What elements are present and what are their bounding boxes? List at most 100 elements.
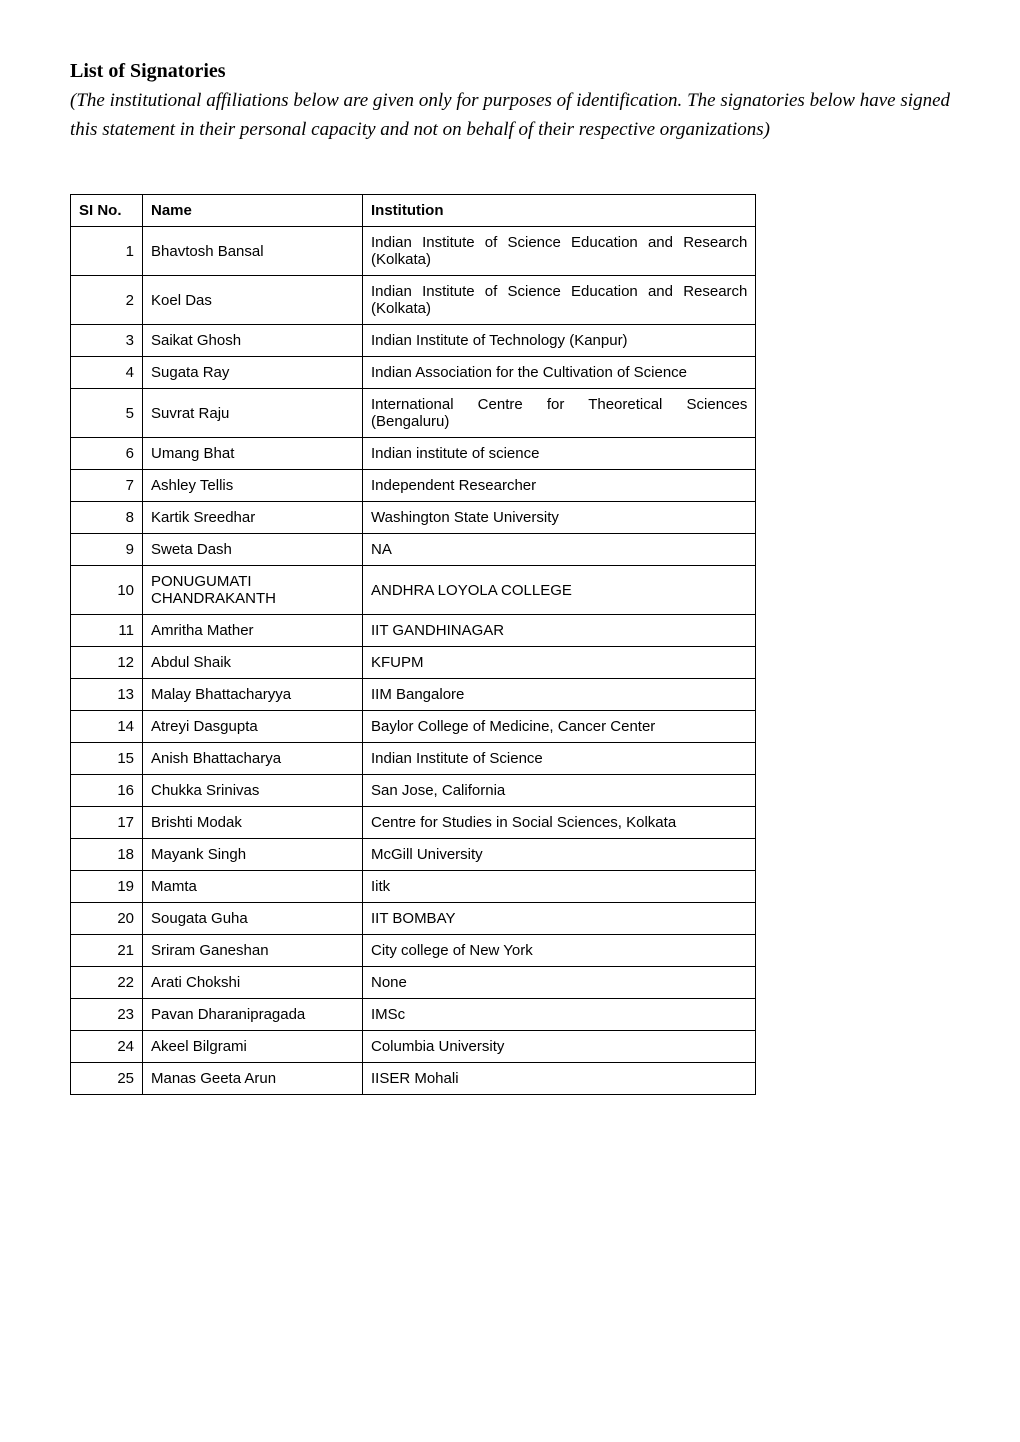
cell-name: Sriram Ganeshan: [143, 935, 363, 967]
cell-institution: KFUPM: [363, 647, 756, 679]
col-institution: Institution: [363, 195, 756, 227]
cell-institution: Indian Institute of Science Education an…: [363, 227, 756, 276]
cell-name: Umang Bhat: [143, 438, 363, 470]
cell-institution: None: [363, 967, 756, 999]
cell-name: Koel Das: [143, 276, 363, 325]
cell-institution: IMSc: [363, 999, 756, 1031]
cell-si-no: 19: [71, 871, 143, 903]
table-row: 21Sriram GaneshanCity college of New Yor…: [71, 935, 756, 967]
cell-institution: Washington State University: [363, 502, 756, 534]
col-name: Name: [143, 195, 363, 227]
cell-name: Anish Bhattacharya: [143, 743, 363, 775]
cell-si-no: 5: [71, 389, 143, 438]
table-row: 25Manas Geeta ArunIISER Mohali: [71, 1063, 756, 1095]
cell-si-no: 21: [71, 935, 143, 967]
cell-name: Arati Chokshi: [143, 967, 363, 999]
cell-name: Sugata Ray: [143, 357, 363, 389]
cell-name: Suvrat Raju: [143, 389, 363, 438]
cell-name: PONUGUMATI CHANDRAKANTH: [143, 566, 363, 615]
intro-paragraph: (The institutional affiliations below ar…: [70, 87, 950, 144]
cell-institution: Indian Association for the Cultivation o…: [363, 357, 756, 389]
cell-name: Sougata Guha: [143, 903, 363, 935]
cell-name: Amritha Mather: [143, 615, 363, 647]
cell-name: Mamta: [143, 871, 363, 903]
cell-institution: Baylor College of Medicine, Cancer Cente…: [363, 711, 756, 743]
cell-name: Akeel Bilgrami: [143, 1031, 363, 1063]
cell-name: Sweta Dash: [143, 534, 363, 566]
cell-institution: IIT BOMBAY: [363, 903, 756, 935]
table-row: 17Brishti ModakCentre for Studies in Soc…: [71, 807, 756, 839]
cell-name: Pavan Dharanipragada: [143, 999, 363, 1031]
cell-institution: Centre for Studies in Social Sciences, K…: [363, 807, 756, 839]
cell-name: Mayank Singh: [143, 839, 363, 871]
table-row: 2Koel DasIndian Institute of Science Edu…: [71, 276, 756, 325]
cell-si-no: 23: [71, 999, 143, 1031]
cell-institution: IISER Mohali: [363, 1063, 756, 1095]
table-row: 6Umang BhatIndian institute of science: [71, 438, 756, 470]
table-row: 19MamtaIitk: [71, 871, 756, 903]
cell-si-no: 13: [71, 679, 143, 711]
table-row: 20Sougata GuhaIIT BOMBAY: [71, 903, 756, 935]
cell-name: Brishti Modak: [143, 807, 363, 839]
cell-si-no: 7: [71, 470, 143, 502]
cell-institution: IIT GANDHINAGAR: [363, 615, 756, 647]
table-header-row: SI No. Name Institution: [71, 195, 756, 227]
cell-si-no: 16: [71, 775, 143, 807]
cell-institution: McGill University: [363, 839, 756, 871]
cell-name: Ashley Tellis: [143, 470, 363, 502]
cell-institution: International Centre for Theoretical Sci…: [363, 389, 756, 438]
table-row: 18Mayank SinghMcGill University: [71, 839, 756, 871]
cell-si-no: 18: [71, 839, 143, 871]
table-row: 22Arati ChokshiNone: [71, 967, 756, 999]
cell-institution: Iitk: [363, 871, 756, 903]
cell-si-no: 1: [71, 227, 143, 276]
cell-institution: Columbia University: [363, 1031, 756, 1063]
table-row: 10PONUGUMATI CHANDRAKANTHANDHRA LOYOLA C…: [71, 566, 756, 615]
cell-si-no: 6: [71, 438, 143, 470]
cell-institution: Indian Institute of Science: [363, 743, 756, 775]
cell-institution: IIM Bangalore: [363, 679, 756, 711]
col-si-no: SI No.: [71, 195, 143, 227]
cell-name: Abdul Shaik: [143, 647, 363, 679]
cell-institution: ANDHRA LOYOLA COLLEGE: [363, 566, 756, 615]
cell-si-no: 22: [71, 967, 143, 999]
cell-si-no: 4: [71, 357, 143, 389]
cell-name: Kartik Sreedhar: [143, 502, 363, 534]
table-row: 8Kartik SreedharWashington State Univers…: [71, 502, 756, 534]
table-row: 3Saikat GhoshIndian Institute of Technol…: [71, 325, 756, 357]
cell-institution: NA: [363, 534, 756, 566]
page-heading: List of Signatories: [70, 60, 950, 83]
cell-institution: San Jose, California: [363, 775, 756, 807]
table-row: 12Abdul ShaikKFUPM: [71, 647, 756, 679]
cell-si-no: 2: [71, 276, 143, 325]
cell-si-no: 24: [71, 1031, 143, 1063]
cell-si-no: 15: [71, 743, 143, 775]
cell-name: Bhavtosh Bansal: [143, 227, 363, 276]
cell-institution: Indian Institute of Science Education an…: [363, 276, 756, 325]
cell-si-no: 14: [71, 711, 143, 743]
cell-si-no: 9: [71, 534, 143, 566]
cell-si-no: 20: [71, 903, 143, 935]
cell-name: Chukka Srinivas: [143, 775, 363, 807]
table-row: 4Sugata RayIndian Association for the Cu…: [71, 357, 756, 389]
table-row: 24Akeel BilgramiColumbia University: [71, 1031, 756, 1063]
table-row: 23Pavan DharanipragadaIMSc: [71, 999, 756, 1031]
cell-si-no: 3: [71, 325, 143, 357]
table-row: 1Bhavtosh BansalIndian Institute of Scie…: [71, 227, 756, 276]
cell-institution: City college of New York: [363, 935, 756, 967]
cell-name: Saikat Ghosh: [143, 325, 363, 357]
signatories-table: SI No. Name Institution 1Bhavtosh Bansal…: [70, 194, 756, 1095]
cell-name: Manas Geeta Arun: [143, 1063, 363, 1095]
table-row: 15Anish BhattacharyaIndian Institute of …: [71, 743, 756, 775]
cell-si-no: 10: [71, 566, 143, 615]
cell-si-no: 25: [71, 1063, 143, 1095]
table-row: 5Suvrat RajuInternational Centre for The…: [71, 389, 756, 438]
table-row: 13Malay BhattacharyyaIIM Bangalore: [71, 679, 756, 711]
cell-name: Malay Bhattacharyya: [143, 679, 363, 711]
cell-si-no: 12: [71, 647, 143, 679]
table-row: 9Sweta DashNA: [71, 534, 756, 566]
table-row: 14Atreyi DasguptaBaylor College of Medic…: [71, 711, 756, 743]
table-row: 11Amritha MatherIIT GANDHINAGAR: [71, 615, 756, 647]
table-body: 1Bhavtosh BansalIndian Institute of Scie…: [71, 227, 756, 1095]
cell-institution: Indian Institute of Technology (Kanpur): [363, 325, 756, 357]
